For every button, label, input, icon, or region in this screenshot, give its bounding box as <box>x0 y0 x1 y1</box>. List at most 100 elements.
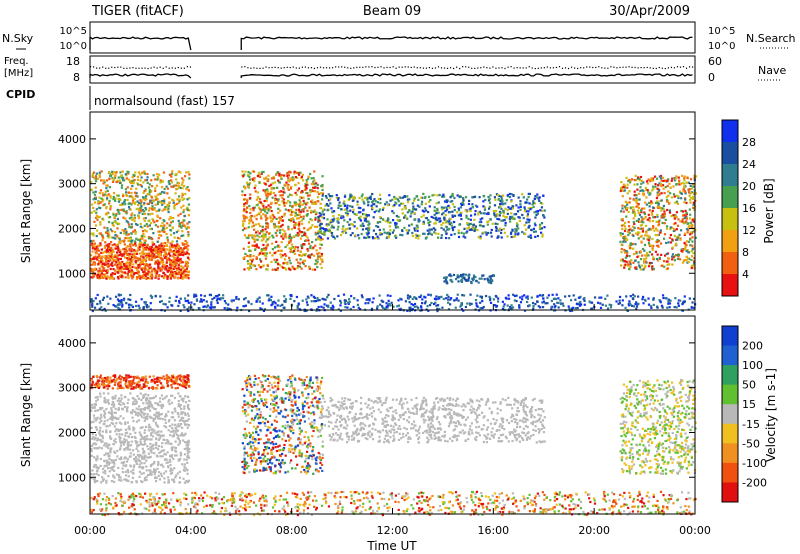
range-cell <box>144 265 147 268</box>
range-cell <box>442 297 445 301</box>
range-cell <box>500 231 503 235</box>
range-cell <box>481 274 484 277</box>
range-cell <box>106 234 109 238</box>
range-cell <box>186 241 189 244</box>
range-cell <box>243 298 246 301</box>
range-cell <box>167 210 170 214</box>
range-cell <box>554 304 557 308</box>
range-cell <box>96 249 99 252</box>
range-cell <box>243 198 246 201</box>
range-cell <box>113 216 116 220</box>
range-cell <box>519 296 522 299</box>
range-cell <box>181 248 185 251</box>
range-cell <box>353 225 356 228</box>
range-cell <box>295 258 298 261</box>
range-cell <box>655 240 659 244</box>
range-cell <box>147 219 150 223</box>
range-cell <box>109 273 113 276</box>
range-cell <box>320 254 323 257</box>
nave-point <box>120 66 122 68</box>
range-cell <box>324 195 328 198</box>
range-cell <box>501 307 505 311</box>
range-cell <box>500 207 503 210</box>
nave-point <box>655 67 657 70</box>
range-cell <box>488 295 491 299</box>
range-cell <box>496 217 499 221</box>
range-cell <box>494 226 498 229</box>
range-cell <box>420 196 423 199</box>
range-cell <box>337 204 340 207</box>
range-cell <box>346 210 349 213</box>
range-cell <box>437 201 440 204</box>
range-cell <box>692 206 695 209</box>
range-cell <box>681 220 684 223</box>
range-cell <box>663 215 667 218</box>
range-cell <box>653 175 657 178</box>
range-cell <box>294 175 297 179</box>
range-cell <box>271 182 274 185</box>
range-cell <box>289 262 292 265</box>
range-cell <box>127 233 130 236</box>
range-cell <box>651 206 655 209</box>
range-cell <box>154 276 157 279</box>
range-cell <box>302 243 305 246</box>
range-cell <box>663 254 667 257</box>
range-cell <box>650 178 653 181</box>
range-cell <box>410 212 413 215</box>
range-cell <box>268 184 271 188</box>
range-cell <box>169 242 172 245</box>
nave-point <box>298 67 300 69</box>
range-cell <box>95 245 99 248</box>
range-cell <box>527 195 530 199</box>
range-cell <box>461 201 464 204</box>
range-cell <box>143 301 146 304</box>
range-cell <box>266 268 269 271</box>
range-cell <box>506 212 509 215</box>
range-cell <box>104 241 107 244</box>
range-cell <box>282 202 286 205</box>
range-cell <box>363 213 366 216</box>
range-cell <box>579 303 583 306</box>
range-cell <box>440 236 443 239</box>
range-cell <box>206 304 209 307</box>
range-cell <box>664 185 667 189</box>
range-cell <box>632 305 636 308</box>
range-cell <box>284 298 288 301</box>
range-cell <box>621 218 624 221</box>
range-cell <box>332 235 335 239</box>
nave-point <box>498 67 500 69</box>
range-cell <box>371 192 374 196</box>
range-cell <box>101 234 104 237</box>
range-cell <box>124 249 127 252</box>
range-cell <box>408 309 411 313</box>
range-cell <box>532 201 535 204</box>
range-cell <box>156 246 159 249</box>
range-cell <box>449 210 452 214</box>
range-cell <box>133 272 136 275</box>
range-cell <box>159 260 163 263</box>
range-cell <box>313 179 316 182</box>
range-cell <box>165 261 168 264</box>
nave-point <box>147 67 149 70</box>
range-cell <box>294 214 297 218</box>
range-cell <box>136 257 139 260</box>
range-cell <box>510 212 513 215</box>
range-cell <box>675 238 678 241</box>
range-cell <box>273 181 277 184</box>
range-cell <box>106 212 109 215</box>
range-cell <box>316 257 320 260</box>
range-cell <box>271 234 274 237</box>
range-cell <box>119 231 122 235</box>
range-cell <box>518 306 521 309</box>
range-cell <box>447 298 450 301</box>
range-cell <box>476 228 479 232</box>
range-cell <box>423 302 427 305</box>
nave-point <box>462 66 464 68</box>
range-cell <box>328 195 332 198</box>
range-cell <box>136 223 139 227</box>
range-cell <box>460 273 463 277</box>
range-cell <box>115 171 118 174</box>
range-cell <box>146 263 149 267</box>
range-cell <box>294 221 297 225</box>
range-cell <box>316 196 320 199</box>
